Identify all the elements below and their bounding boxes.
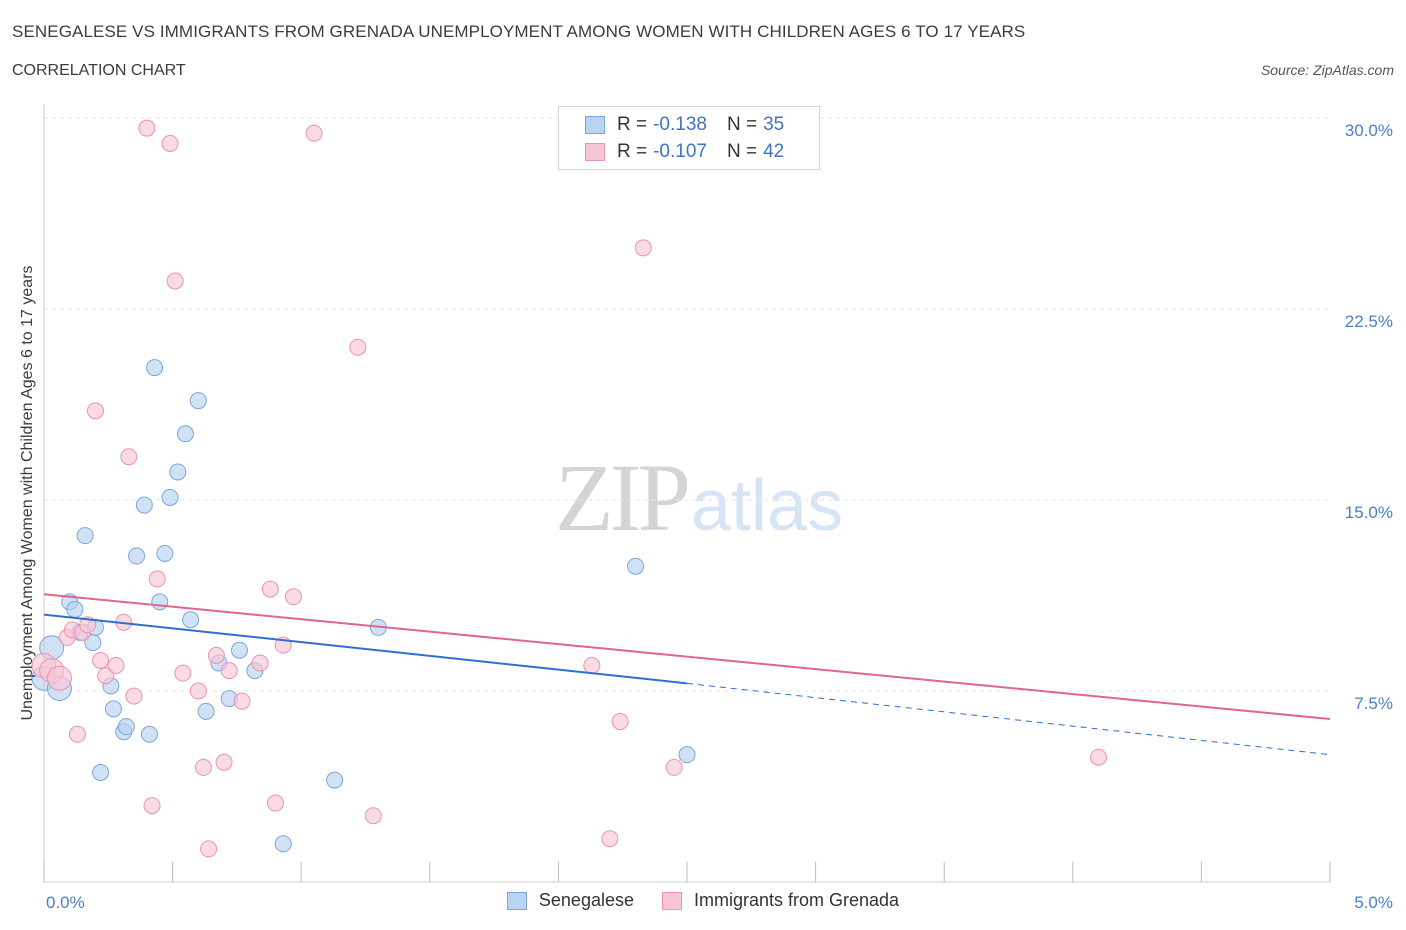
data-point-senegalese bbox=[161, 488, 179, 506]
legend-r-label: R = bbox=[617, 114, 648, 135]
x-tick-label: 5.0% bbox=[1354, 893, 1393, 912]
trend-line-senegalese bbox=[43, 613, 688, 685]
watermark: ZIPatlas bbox=[555, 442, 843, 553]
data-point-senegalese bbox=[627, 557, 645, 575]
data-point-senegalese bbox=[182, 611, 200, 629]
data-point-grenada bbox=[138, 119, 156, 137]
data-point-grenada bbox=[194, 758, 212, 776]
data-point-senegalese bbox=[135, 496, 153, 514]
data-point-grenada bbox=[120, 448, 138, 466]
source-label: Source: ZipAtlas.com bbox=[1260, 62, 1394, 78]
watermark-zip: ZIP bbox=[555, 444, 691, 551]
x-tick-label: 0.0% bbox=[46, 893, 85, 912]
data-point-senegalese bbox=[92, 763, 110, 781]
data-point-senegalese bbox=[66, 601, 84, 619]
data-point-grenada bbox=[92, 651, 110, 669]
trend-line-extension-senegalese bbox=[686, 682, 1331, 756]
data-point-senegalese bbox=[169, 463, 187, 481]
data-point-senegalese bbox=[140, 725, 158, 743]
legend-item-grenada[interactable]: Immigrants from Grenada bbox=[662, 890, 899, 911]
legend-swatch-grenada bbox=[662, 891, 682, 910]
data-point-grenada bbox=[86, 402, 104, 420]
data-point-grenada bbox=[166, 272, 184, 290]
legend-swatch-grenada bbox=[585, 143, 605, 161]
data-point-senegalese bbox=[128, 547, 146, 565]
y-tick-label: 15.0% bbox=[1345, 503, 1393, 522]
legend-n-label: N = bbox=[726, 141, 758, 162]
data-point-grenada bbox=[207, 646, 225, 664]
y-tick-label: 22.5% bbox=[1345, 312, 1393, 331]
legend-n-label: N = bbox=[726, 114, 758, 135]
legend-r-value: -0.138 bbox=[653, 114, 707, 135]
data-point-grenada bbox=[220, 662, 238, 680]
data-point-senegalese bbox=[117, 718, 135, 736]
chart-title: SENEGALESE VS IMMIGRANTS FROM GRENADA UN… bbox=[12, 22, 1026, 41]
data-point-senegalese bbox=[189, 392, 207, 410]
data-point-grenada bbox=[46, 665, 72, 691]
data-point-grenada bbox=[1090, 748, 1108, 766]
data-point-senegalese bbox=[326, 771, 344, 789]
data-point-senegalese bbox=[156, 544, 174, 562]
data-point-grenada bbox=[251, 654, 269, 672]
data-point-grenada bbox=[233, 692, 251, 710]
data-point-senegalese bbox=[678, 746, 696, 764]
data-point-grenada bbox=[143, 797, 161, 815]
data-point-grenada bbox=[97, 667, 115, 685]
data-point-grenada bbox=[174, 664, 192, 682]
data-point-senegalese bbox=[146, 359, 164, 377]
data-point-senegalese bbox=[76, 527, 94, 545]
legend-n-value: 35 bbox=[763, 114, 785, 135]
data-point-grenada bbox=[161, 134, 179, 152]
data-point-senegalese bbox=[151, 593, 169, 611]
data-point-grenada bbox=[665, 758, 683, 776]
y-axis-label: Unemployment Among Women with Children A… bbox=[19, 265, 36, 721]
data-point-grenada bbox=[261, 580, 279, 598]
watermark-atlas: atlas bbox=[691, 466, 844, 546]
stats-legend: R = -0.138 N = 35 R = -0.107 N = 42 bbox=[558, 106, 820, 170]
legend-r-label: R = bbox=[617, 141, 648, 162]
chart-subtitle: CORRELATION CHART bbox=[12, 62, 186, 79]
data-point-senegalese bbox=[274, 835, 292, 853]
data-point-grenada bbox=[364, 807, 382, 825]
y-tick-label: 7.5% bbox=[1354, 694, 1393, 713]
legend-r-value: -0.107 bbox=[653, 141, 707, 162]
data-point-grenada bbox=[189, 682, 207, 700]
data-point-grenada bbox=[200, 840, 218, 858]
y-tick-label: 30.0% bbox=[1345, 121, 1393, 140]
legend-swatch-senegalese bbox=[506, 891, 527, 910]
data-point-grenada bbox=[68, 725, 86, 743]
legend-label-senegalese: Senegalese bbox=[538, 890, 634, 910]
data-point-grenada bbox=[266, 794, 284, 812]
legend-label-grenada: Immigrants from Grenada bbox=[694, 890, 900, 910]
data-point-grenada bbox=[215, 753, 233, 771]
trend-line-grenada bbox=[43, 593, 1331, 721]
legend-n-value: 42 bbox=[763, 141, 785, 162]
data-point-senegalese bbox=[230, 641, 248, 659]
legend-item-senegalese[interactable]: Senegalese bbox=[506, 890, 634, 911]
data-point-grenada bbox=[148, 570, 166, 588]
data-point-grenada bbox=[107, 657, 125, 675]
legend-row-grenada: R = -0.107 N = 42 bbox=[585, 140, 784, 164]
data-point-senegalese bbox=[197, 702, 215, 720]
data-point-grenada bbox=[305, 124, 323, 142]
legend-swatch-senegalese bbox=[585, 116, 605, 134]
data-point-grenada bbox=[349, 338, 367, 356]
data-point-senegalese bbox=[104, 700, 122, 718]
data-point-grenada bbox=[79, 616, 97, 634]
data-point-grenada bbox=[611, 713, 629, 731]
series-legend: Senegalese Immigrants from Grenada bbox=[0, 890, 1406, 911]
data-point-grenada bbox=[601, 830, 619, 848]
data-point-grenada bbox=[125, 687, 143, 705]
data-point-grenada bbox=[634, 239, 652, 257]
data-point-grenada bbox=[284, 588, 302, 606]
data-point-grenada bbox=[583, 657, 601, 675]
data-point-senegalese bbox=[176, 425, 194, 443]
legend-row-senegalese: R = -0.138 N = 35 bbox=[585, 113, 784, 137]
